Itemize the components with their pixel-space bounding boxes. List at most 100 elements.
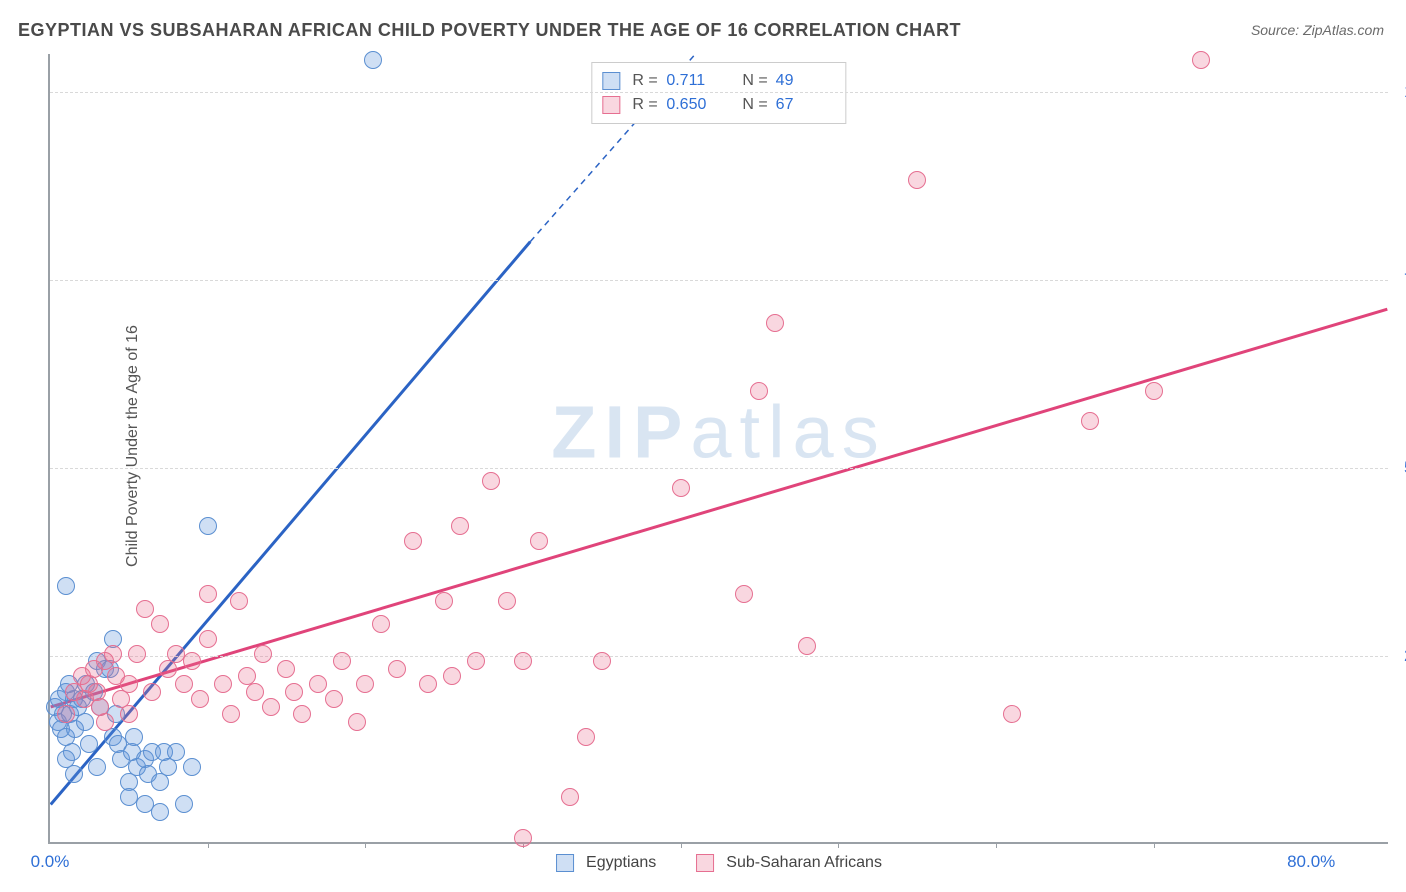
data-point bbox=[151, 615, 169, 633]
data-point bbox=[333, 652, 351, 670]
data-point bbox=[766, 314, 784, 332]
gridline-h bbox=[50, 92, 1388, 93]
gridline-h bbox=[50, 280, 1388, 281]
data-point bbox=[120, 675, 138, 693]
data-point bbox=[125, 728, 143, 746]
data-point bbox=[277, 660, 295, 678]
stat-n-label: N = bbox=[742, 69, 767, 93]
data-point bbox=[672, 479, 690, 497]
legend: Egyptians Sub-Saharan Africans bbox=[556, 854, 882, 872]
data-point bbox=[530, 532, 548, 550]
x-tick-minor bbox=[681, 842, 682, 848]
data-point bbox=[199, 630, 217, 648]
data-point bbox=[482, 472, 500, 490]
data-point bbox=[80, 735, 98, 753]
stat-r-value: 0.650 bbox=[666, 93, 722, 117]
x-tick-label: 0.0% bbox=[31, 852, 70, 872]
chart-container: EGYPTIAN VS SUBSAHARAN AFRICAN CHILD POV… bbox=[0, 0, 1406, 892]
x-tick-minor bbox=[996, 842, 997, 848]
data-point bbox=[750, 382, 768, 400]
stats-row: R = 0.711 N = 49 bbox=[602, 69, 831, 93]
data-point bbox=[467, 652, 485, 670]
data-point bbox=[254, 645, 272, 663]
data-point bbox=[577, 728, 595, 746]
source-value: ZipAtlas.com bbox=[1303, 22, 1384, 38]
data-point bbox=[88, 758, 106, 776]
x-tick-minor bbox=[838, 842, 839, 848]
data-point bbox=[57, 705, 75, 723]
series-swatch bbox=[602, 72, 620, 90]
data-point bbox=[167, 743, 185, 761]
stats-box: R = 0.711 N = 49 R = 0.650 N = 67 bbox=[591, 62, 846, 124]
plot-area: ZIPatlas R =0.711N =49R =0.650N =67 Egyp… bbox=[48, 54, 1388, 844]
data-point bbox=[561, 788, 579, 806]
x-tick-minor bbox=[208, 842, 209, 848]
data-point bbox=[175, 675, 193, 693]
stat-r-label: R = bbox=[632, 93, 658, 117]
chart-title: EGYPTIAN VS SUBSAHARAN AFRICAN CHILD POV… bbox=[18, 20, 961, 41]
data-point bbox=[230, 592, 248, 610]
stat-n-value: 67 bbox=[776, 93, 832, 117]
legend-item: Sub-Saharan Africans bbox=[696, 854, 882, 872]
data-point bbox=[96, 713, 114, 731]
legend-item: Egyptians bbox=[556, 854, 656, 872]
data-point bbox=[356, 675, 374, 693]
data-point bbox=[435, 592, 453, 610]
data-point bbox=[199, 585, 217, 603]
x-tick-minor bbox=[365, 842, 366, 848]
stat-n-label: N = bbox=[742, 93, 767, 117]
y-tick-label: 75.0% bbox=[1394, 270, 1406, 290]
data-point bbox=[443, 667, 461, 685]
data-point bbox=[1003, 705, 1021, 723]
legend-label: Sub-Saharan Africans bbox=[726, 854, 882, 872]
data-point bbox=[285, 683, 303, 701]
legend-label: Egyptians bbox=[586, 854, 656, 872]
data-point bbox=[908, 171, 926, 189]
data-point bbox=[76, 713, 94, 731]
data-point bbox=[191, 690, 209, 708]
data-point bbox=[325, 690, 343, 708]
legend-swatch bbox=[556, 854, 574, 872]
stat-r-value: 0.711 bbox=[666, 69, 722, 93]
data-point bbox=[498, 592, 516, 610]
y-tick-label: 100.0% bbox=[1394, 82, 1406, 102]
gridline-h bbox=[50, 468, 1388, 469]
data-point bbox=[348, 713, 366, 731]
data-point bbox=[151, 803, 169, 821]
data-point bbox=[262, 698, 280, 716]
data-point bbox=[1145, 382, 1163, 400]
stat-n-value: 49 bbox=[776, 69, 832, 93]
stats-row: R = 0.650 N = 67 bbox=[602, 93, 831, 117]
data-point bbox=[404, 532, 422, 550]
data-point bbox=[419, 675, 437, 693]
data-point bbox=[1192, 51, 1210, 69]
data-point bbox=[798, 637, 816, 655]
data-point bbox=[136, 600, 154, 618]
x-tick-minor bbox=[1154, 842, 1155, 848]
data-point bbox=[293, 705, 311, 723]
data-point bbox=[222, 705, 240, 723]
gridline-h bbox=[50, 656, 1388, 657]
data-point bbox=[183, 758, 201, 776]
data-point bbox=[372, 615, 390, 633]
data-point bbox=[1081, 412, 1099, 430]
data-point bbox=[514, 829, 532, 847]
data-point bbox=[57, 577, 75, 595]
source-citation: Source: ZipAtlas.com bbox=[1251, 22, 1384, 38]
stat-r-label: R = bbox=[632, 69, 658, 93]
x-tick-label: 80.0% bbox=[1287, 852, 1335, 872]
data-point bbox=[593, 652, 611, 670]
data-point bbox=[120, 705, 138, 723]
watermark: ZIPatlas bbox=[551, 390, 886, 475]
data-point bbox=[246, 683, 264, 701]
data-point bbox=[388, 660, 406, 678]
data-point bbox=[143, 683, 161, 701]
data-point bbox=[104, 645, 122, 663]
series-swatch bbox=[602, 96, 620, 114]
data-point bbox=[199, 517, 217, 535]
data-point bbox=[735, 585, 753, 603]
y-tick-label: 50.0% bbox=[1394, 458, 1406, 478]
data-point bbox=[364, 51, 382, 69]
data-point bbox=[175, 795, 193, 813]
data-point bbox=[183, 652, 201, 670]
